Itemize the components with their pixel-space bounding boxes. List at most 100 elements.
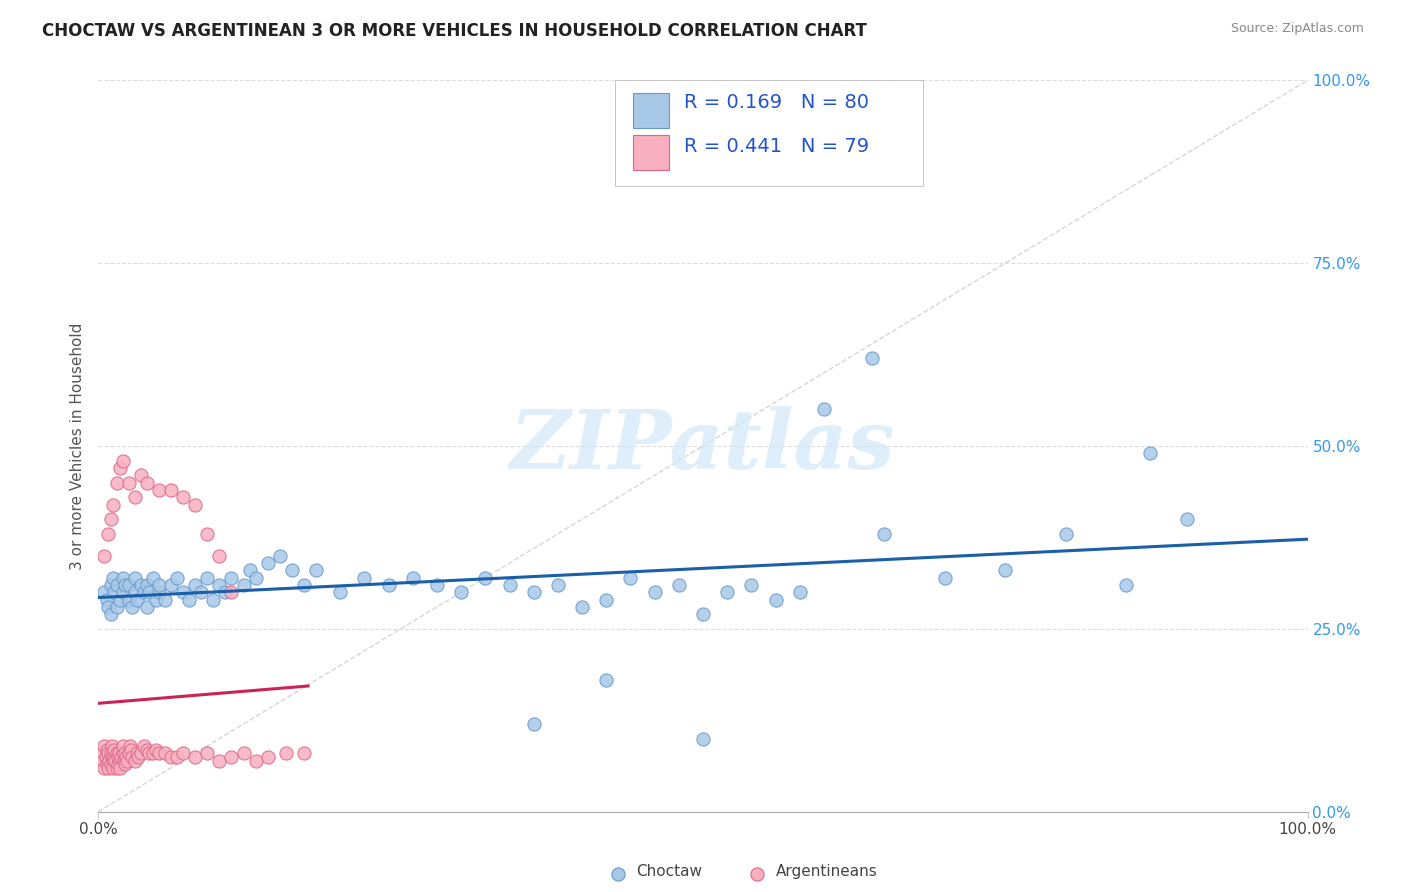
Point — [202, 592, 225, 607]
Point — [101, 761, 124, 775]
Point — [96, 592, 118, 607]
Point — [93, 585, 115, 599]
Point — [105, 746, 128, 760]
Point — [692, 607, 714, 622]
Point — [115, 749, 138, 764]
Point — [134, 585, 156, 599]
Point — [108, 592, 131, 607]
Point — [93, 761, 115, 775]
Point — [97, 526, 120, 541]
Point — [105, 599, 128, 614]
Point — [103, 585, 125, 599]
Point — [101, 754, 124, 768]
Point — [747, 867, 769, 881]
Point — [118, 739, 141, 753]
Point — [148, 746, 170, 760]
Point — [118, 475, 141, 490]
Point — [105, 578, 128, 592]
Point — [148, 578, 170, 592]
Point — [292, 578, 315, 592]
Point — [111, 746, 134, 760]
Point — [523, 717, 546, 731]
Point — [172, 746, 194, 760]
Point — [145, 592, 167, 607]
Point — [172, 585, 194, 599]
Point — [114, 746, 136, 760]
Point — [108, 761, 131, 775]
Point — [208, 754, 231, 768]
Point — [1054, 526, 1077, 541]
Point — [93, 739, 115, 753]
Point — [160, 749, 183, 764]
Point — [184, 749, 207, 764]
Point — [100, 757, 122, 772]
Point — [221, 585, 243, 599]
Point — [108, 461, 131, 475]
Point — [142, 746, 165, 760]
Text: R = 0.169   N = 80: R = 0.169 N = 80 — [683, 93, 869, 112]
Point — [94, 749, 117, 764]
Point — [195, 571, 218, 585]
Point — [120, 742, 142, 756]
Point — [153, 746, 176, 760]
Y-axis label: 3 or more Vehicles in Household: 3 or more Vehicles in Household — [69, 322, 84, 570]
Point — [127, 592, 149, 607]
Point — [145, 742, 167, 756]
Point — [426, 578, 449, 592]
Point — [607, 867, 630, 881]
Point — [195, 526, 218, 541]
Point — [135, 599, 157, 614]
Point — [124, 490, 146, 504]
Point — [668, 578, 690, 592]
FancyBboxPatch shape — [633, 93, 669, 128]
Point — [124, 754, 146, 768]
Point — [214, 585, 236, 599]
Point — [100, 746, 122, 760]
Point — [134, 739, 156, 753]
Point — [1115, 578, 1137, 592]
Point — [692, 731, 714, 746]
Point — [103, 749, 125, 764]
Point — [245, 754, 267, 768]
Point — [107, 749, 129, 764]
Point — [190, 585, 212, 599]
Point — [498, 578, 520, 592]
Point — [129, 578, 152, 592]
Point — [112, 754, 135, 768]
Point — [195, 746, 218, 760]
Point — [232, 578, 254, 592]
Point — [221, 571, 243, 585]
Point — [208, 549, 231, 563]
Text: Argentineans: Argentineans — [776, 864, 877, 880]
Point — [97, 746, 120, 760]
Point — [121, 599, 143, 614]
Text: CHOCTAW VS ARGENTINEAN 3 OR MORE VEHICLES IN HOUSEHOLD CORRELATION CHART: CHOCTAW VS ARGENTINEAN 3 OR MORE VEHICLE… — [42, 22, 868, 40]
Point — [184, 578, 207, 592]
Point — [160, 483, 183, 497]
Point — [377, 578, 399, 592]
Point — [305, 563, 328, 577]
Point — [96, 757, 118, 772]
Point — [994, 563, 1017, 577]
Point — [135, 742, 157, 756]
Point — [245, 571, 267, 585]
Point — [329, 585, 352, 599]
Point — [179, 592, 201, 607]
Point — [138, 585, 160, 599]
Point — [1139, 446, 1161, 460]
Point — [100, 512, 122, 526]
Point — [101, 571, 124, 585]
Point — [135, 475, 157, 490]
Point — [103, 742, 125, 756]
Point — [117, 754, 139, 768]
Point — [114, 578, 136, 592]
Point — [148, 483, 170, 497]
Point — [292, 746, 315, 760]
Point — [934, 571, 956, 585]
Point — [1175, 512, 1198, 526]
Point — [474, 571, 496, 585]
Point — [118, 592, 141, 607]
Point — [108, 754, 131, 768]
Text: Choctaw: Choctaw — [637, 864, 703, 880]
Point — [256, 749, 278, 764]
